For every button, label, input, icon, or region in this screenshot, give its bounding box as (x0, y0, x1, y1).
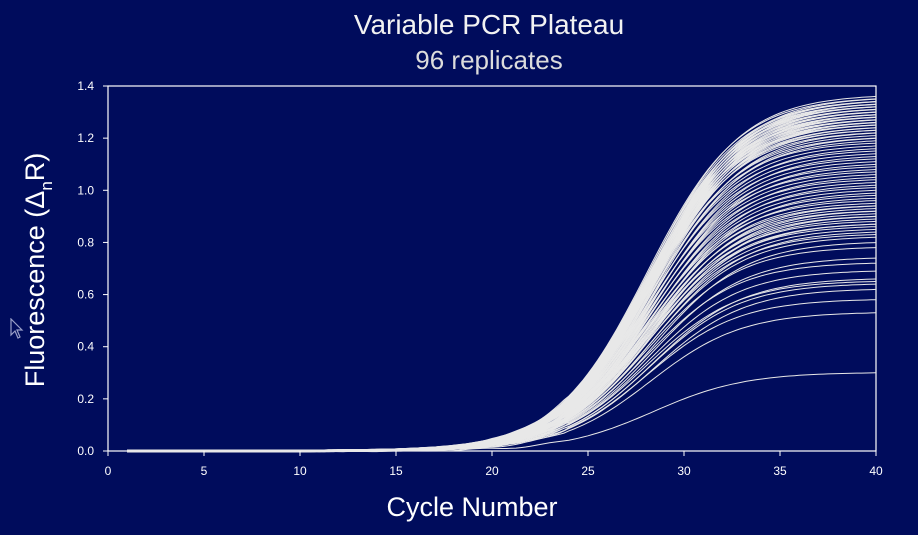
y-tick-label: 1.0 (77, 183, 94, 197)
replicate-curve (127, 218, 877, 453)
y-tick-label: 0.6 (77, 288, 94, 302)
chart-subtitle: 96 replicates (415, 45, 562, 75)
replicate-curve (127, 247, 877, 453)
replicate-curve (127, 270, 877, 453)
x-tick-label: 25 (581, 464, 595, 478)
replicate-curve (127, 108, 877, 453)
replicate-curve (127, 148, 877, 453)
replicate-curve (127, 116, 877, 453)
x-axis-label: Cycle Number (386, 492, 557, 522)
replicate-curve (127, 205, 877, 453)
replicate-curve (127, 95, 877, 453)
replicate-curve (127, 278, 877, 453)
y-axis-label-text: Fluorescence ( (20, 209, 50, 388)
replicate-curve (127, 127, 877, 453)
replicate-curve (127, 226, 877, 453)
x-tick-label: 10 (293, 464, 307, 478)
replicate-curve (127, 153, 877, 453)
replicate-curve (127, 215, 877, 453)
tick-layer: 0 5 10 15 20 25 30 35 40 0.0 0.2 0.4 0.6 0.8 1.0 1.2 1.4 (77, 79, 883, 478)
replicate-curve (127, 281, 877, 453)
replicate-curve (127, 236, 877, 453)
replicate-curve (127, 98, 877, 453)
mouse-cursor-icon (10, 318, 24, 339)
replicate-curve (127, 176, 877, 453)
replicate-curve (127, 312, 877, 453)
x-tick-label: 35 (773, 464, 787, 478)
replicate-curve (127, 109, 877, 453)
replicate-curve (127, 220, 877, 453)
replicate-curve (127, 119, 877, 453)
y-tick-label: 1.2 (77, 131, 94, 145)
replicate-curve (127, 140, 877, 453)
x-tick-label: 15 (389, 464, 403, 478)
replicate-curve (127, 213, 877, 453)
replicate-curve (127, 119, 877, 453)
x-tick-label: 0 (105, 464, 112, 478)
y-axis-label-symbol: Δ (20, 191, 50, 209)
y-tick-label: 0.2 (77, 392, 94, 406)
replicate-curve (127, 200, 877, 453)
replicate-curve (127, 210, 877, 453)
replicate-curve (127, 127, 877, 453)
replicate-curve (127, 242, 877, 453)
replicate-curve (127, 231, 877, 453)
y-tick-label: 0.4 (77, 340, 94, 354)
replicate-curve (127, 109, 877, 453)
y-tick-label: 0.8 (77, 235, 94, 249)
replicate-curve (127, 169, 877, 453)
y-axis-label: Fluorescence (ΔnR) (20, 153, 56, 388)
replicate-curve (127, 145, 877, 453)
replicate-curve (127, 137, 877, 453)
replicate-curve (127, 288, 877, 453)
replicate-curve (127, 106, 877, 453)
replicate-curve (127, 135, 877, 453)
replicate-curve (127, 171, 877, 453)
replicate-curve (127, 122, 877, 453)
y-axis-label-suffix: R) (20, 153, 50, 182)
replicate-curve (127, 189, 877, 453)
replicate-curve (127, 158, 877, 453)
replicate-curve (127, 121, 877, 453)
x-tick-label: 30 (677, 464, 691, 478)
replicate-curve (127, 106, 877, 453)
replicate-curve (127, 182, 877, 453)
replicate-curve (127, 210, 877, 453)
replicate-curve (127, 234, 877, 453)
replicate-curve (127, 122, 877, 453)
x-tick-label: 20 (485, 464, 499, 478)
x-tick-label: 5 (201, 464, 208, 478)
y-tick-label: 0.0 (77, 444, 94, 458)
chart-title: Variable PCR Plateau (354, 9, 624, 40)
replicate-curve (127, 228, 877, 453)
replicate-curve (127, 216, 877, 453)
replicate-curve (127, 119, 877, 453)
replicate-curve (127, 257, 877, 453)
replicate-curve (127, 205, 877, 453)
replicate-curve (127, 116, 877, 453)
y-tick-label: 1.4 (77, 79, 94, 93)
replicate-curve (127, 137, 877, 453)
y-axis-label-subscript: n (37, 181, 56, 190)
x-tick-label: 40 (869, 464, 883, 478)
replicate-curve (127, 163, 877, 453)
series-layer (127, 95, 877, 453)
